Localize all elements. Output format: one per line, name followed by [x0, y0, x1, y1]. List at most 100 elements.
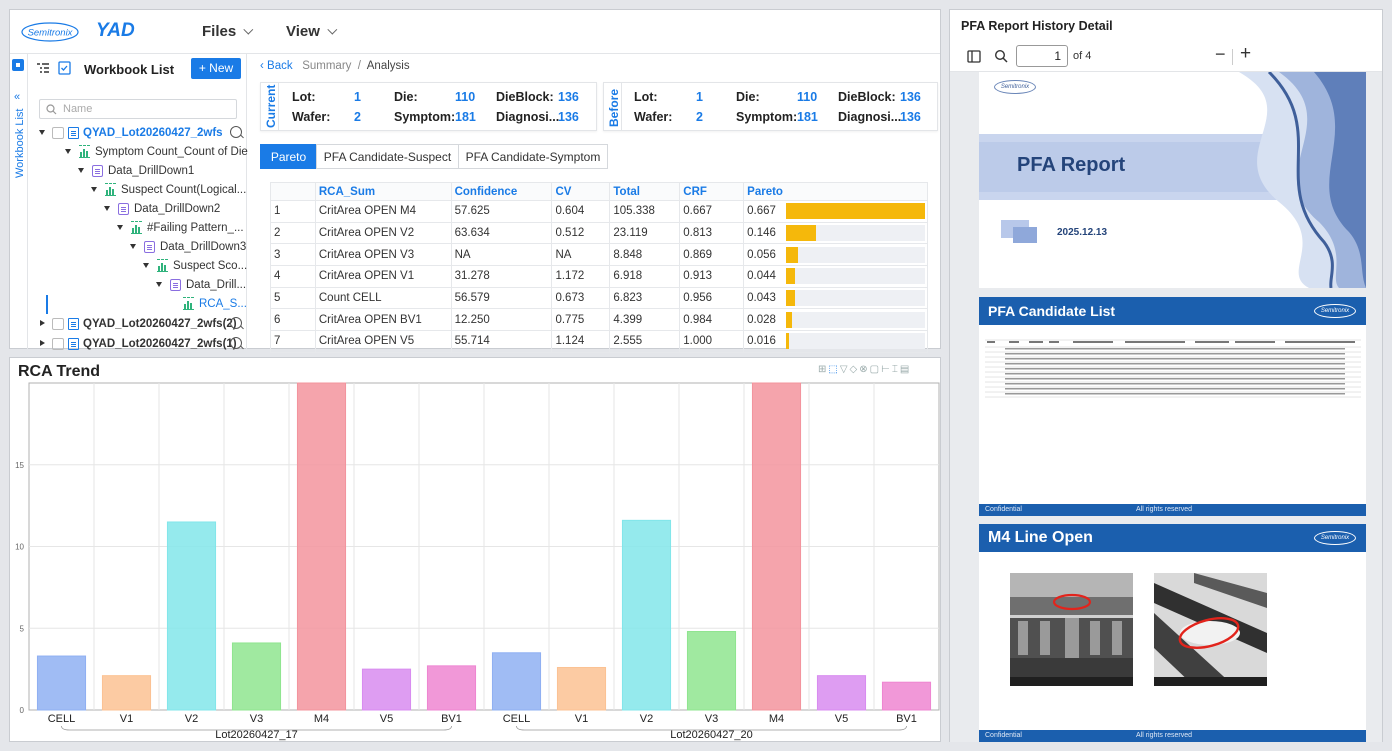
table-row[interactable]: 3 CritArea OPEN V3 NA NA 8.848 0.869 0.056 [270, 243, 928, 267]
bar-v2 [166, 521, 217, 711]
semitronix-logo: Semitronix [21, 22, 79, 42]
page-number-input[interactable]: 1 [1016, 45, 1068, 67]
sidebar-toggle-icon[interactable] [967, 50, 981, 63]
col-header-total[interactable]: Total [609, 182, 681, 201]
tab-pfa-candidate-symptom[interactable]: PFA Candidate-Symptom [458, 144, 608, 169]
tree-item-dataset[interactable]: Data_Drill... [28, 276, 247, 295]
tree-item-label: Suspect Sco... [173, 260, 248, 272]
expand-arrow-icon[interactable] [117, 225, 123, 230]
brush-icon[interactable]: ⊢ [881, 364, 892, 375]
col-header-pareto[interactable]: Pareto [743, 182, 783, 201]
select-icon[interactable]: ⬚ [828, 364, 840, 375]
tab-pareto[interactable]: Pareto [260, 144, 317, 169]
expand-arrow-icon[interactable] [130, 244, 136, 249]
tree-item-label: Suspect Count(Logical... [121, 184, 247, 196]
before-label: Before [607, 89, 621, 128]
breadcrumb-summary[interactable]: Summary [302, 60, 352, 72]
bar-v3 [231, 642, 282, 711]
search-input[interactable]: Name [39, 99, 237, 119]
cell-rca-sum: CritArea OPEN V5 [314, 330, 452, 353]
expand-arrow-icon[interactable] [91, 187, 97, 192]
search-icon[interactable] [230, 126, 242, 138]
table-row[interactable]: 7 CritArea OPEN V5 55.714 1.124 2.555 1.000 0.… [270, 330, 928, 353]
y-tick-label: 15 [15, 461, 24, 470]
tree-item-dataset[interactable]: Data_DrillDown1 [28, 162, 247, 181]
search-icon[interactable] [994, 49, 1008, 63]
checklist-icon[interactable] [58, 61, 71, 75]
panel-toggle-icon[interactable] [12, 59, 24, 71]
restore-icon[interactable]: ▢ [869, 364, 882, 375]
col-header-cv[interactable]: CV [551, 182, 611, 201]
new-workbook-button[interactable]: + New [191, 58, 241, 79]
cell-confidence: 12.250 [450, 308, 553, 332]
cell-crf: 0.913 [679, 265, 745, 288]
table-row[interactable]: 6 CritArea OPEN BV1 12.250 0.775 4.399 0.984 0… [270, 308, 928, 332]
tree-item-dataset[interactable]: Data_DrillDown2 [28, 200, 247, 219]
col-header-crf[interactable]: CRF [679, 182, 745, 201]
expand-arrow-icon[interactable] [40, 320, 45, 326]
lasso-icon[interactable]: ▽ [839, 364, 850, 375]
bar-m4 [751, 382, 802, 711]
checkbox[interactable] [52, 318, 64, 330]
checkbox[interactable] [52, 338, 64, 350]
current-diagnosis-value: 136 [558, 110, 579, 124]
tree-item-workbook-3[interactable]: QYAD_Lot20260427_2wfs(1) [28, 335, 247, 354]
tree-item-chart[interactable]: #Failing Pattern_... [28, 219, 247, 238]
tree-item-workbook-2[interactable]: QYAD_Lot20260427_2wfs(2) [28, 315, 247, 334]
expand-arrow-icon[interactable] [143, 263, 149, 268]
col-header-confidence[interactable]: Confidence [450, 182, 553, 201]
files-menu[interactable]: Files [202, 23, 254, 40]
cell-pareto: 0.044 [743, 265, 783, 288]
view-menu[interactable]: View [286, 23, 338, 40]
expand-arrow-icon[interactable] [40, 340, 45, 346]
reset-icon[interactable]: ⊗ [859, 364, 870, 375]
tree-view-icon[interactable] [36, 62, 50, 75]
table-row[interactable]: 1 CritArea OPEN M4 57.625 0.604 105.338 0.667… [270, 200, 928, 223]
checkbox[interactable] [52, 127, 64, 139]
collapse-icon[interactable]: « [14, 91, 21, 103]
expand-arrow-icon[interactable] [39, 130, 45, 135]
cell-rca-sum: CritArea OPEN V1 [314, 265, 452, 288]
clear-icon[interactable]: ◇ [849, 364, 860, 375]
expand-arrow-icon[interactable] [104, 206, 110, 211]
zoom-in-button[interactable]: + [1240, 43, 1252, 64]
pdf-toolbar: 1 of 4 − + [950, 42, 1382, 72]
pdf-document-area[interactable]: Semitronix PFA Report 2025.12.13 PFA Can… [950, 72, 1382, 742]
x-tick-label: V3 [250, 713, 263, 725]
current-wafer-value: 2 [354, 110, 361, 124]
zoom-out-button[interactable]: − [1215, 44, 1226, 64]
tree-item-chart[interactable]: Suspect Sco... [28, 257, 247, 276]
x-tick-label: V1 [575, 713, 588, 725]
tree-item-chart[interactable]: Symptom Count_Count of Die [28, 143, 248, 162]
zoom-icon[interactable]: ⊞ [818, 364, 829, 375]
cell-pareto-bar [782, 330, 928, 353]
before-lot-value: 1 [696, 90, 703, 104]
table-row[interactable]: 4 CritArea OPEN V1 31.278 1.172 6.918 0.913 0.… [270, 265, 928, 288]
expand-arrow-icon[interactable] [78, 168, 84, 173]
cell-crf: 0.869 [679, 243, 745, 267]
table-row[interactable]: 2 CritArea OPEN V2 63.634 0.512 23.119 0.813 0… [270, 221, 928, 245]
table-row[interactable]: 5 Count CELL 56.579 0.673 6.823 0.956 0.043 [270, 286, 928, 310]
col-header-index[interactable] [270, 182, 316, 201]
tree-item-chart-selected[interactable]: RCA_S... [28, 295, 247, 314]
tree-item-workbook-1[interactable]: QYAD_Lot20260427_2wfs [28, 124, 247, 143]
workbook-list-rail-label[interactable]: Workbook List [14, 108, 26, 179]
cell-cv: 0.604 [551, 200, 611, 223]
tab-pfa-candidate-suspect[interactable]: PFA Candidate-Suspect [316, 144, 459, 169]
search-icon[interactable] [230, 317, 242, 329]
expand-arrow-icon[interactable] [65, 149, 71, 154]
search-icon[interactable] [230, 337, 242, 349]
back-link[interactable]: ‹ Back [260, 60, 293, 72]
save-icon[interactable]: ▤ [899, 364, 912, 375]
expand-arrow-icon[interactable] [156, 282, 162, 287]
expand-icon[interactable]: ⌶ [891, 364, 900, 375]
before-symptom-value: 181 [797, 110, 818, 124]
tree-item-dataset[interactable]: Data_DrillDown3 [28, 238, 247, 257]
cell-rca-sum: Count CELL [314, 286, 452, 310]
cell-cv: 0.673 [551, 286, 611, 310]
col-header-rca-sum[interactable]: RCA_Sum [314, 182, 452, 201]
x-tick-label: V3 [705, 713, 718, 725]
toolbar-divider [1232, 49, 1233, 65]
tree-item-chart[interactable]: Suspect Count(Logical... [28, 181, 247, 200]
bar-chart-icon [105, 183, 116, 196]
